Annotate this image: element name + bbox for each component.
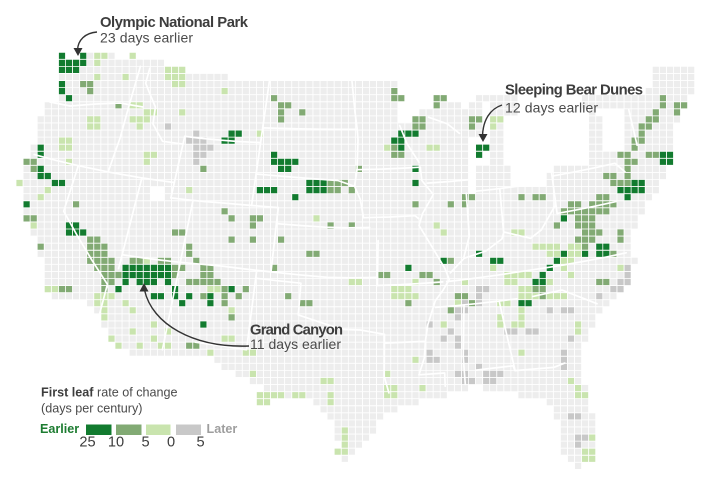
svg-text:12 days earlier: 12 days earlier — [505, 100, 598, 116]
svg-text:11 days earlier: 11 days earlier — [250, 336, 341, 352]
svg-text:Olympic National Park: Olympic National Park — [100, 15, 249, 31]
svg-text:5: 5 — [141, 435, 149, 451]
svg-text:23 days earlier: 23 days earlier — [100, 30, 193, 46]
svg-text:First leaf rate of change: First leaf rate of change — [41, 386, 178, 400]
svg-text:Sleeping Bear Dunes: Sleeping Bear Dunes — [505, 83, 643, 99]
svg-text:Grand Canyon: Grand Canyon — [250, 323, 343, 339]
svg-text:Earlier: Earlier — [40, 422, 79, 436]
svg-text:0: 0 — [167, 435, 175, 451]
svg-text:5: 5 — [196, 435, 204, 451]
svg-text:10: 10 — [108, 435, 124, 451]
svg-text:25: 25 — [79, 435, 95, 451]
svg-text:Later: Later — [207, 422, 238, 436]
svg-text:(days per century): (days per century) — [41, 402, 143, 416]
